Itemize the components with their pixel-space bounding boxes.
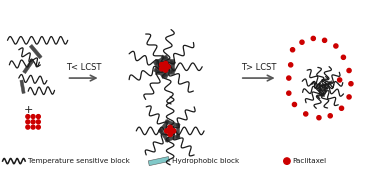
Polygon shape	[316, 84, 323, 95]
Circle shape	[300, 40, 304, 44]
Circle shape	[31, 120, 35, 124]
Circle shape	[162, 65, 167, 69]
Circle shape	[31, 115, 35, 118]
Text: +: +	[24, 105, 34, 115]
Polygon shape	[158, 128, 170, 142]
Circle shape	[26, 125, 30, 129]
Polygon shape	[176, 123, 180, 138]
Circle shape	[36, 120, 40, 124]
Circle shape	[317, 116, 321, 120]
Circle shape	[168, 125, 172, 130]
Polygon shape	[161, 55, 176, 65]
Polygon shape	[321, 81, 333, 88]
Circle shape	[36, 115, 40, 118]
Circle shape	[347, 95, 351, 99]
Polygon shape	[158, 119, 170, 134]
Circle shape	[166, 65, 170, 69]
Text: T> LCST: T> LCST	[241, 63, 276, 72]
Polygon shape	[20, 80, 25, 93]
Circle shape	[164, 129, 169, 133]
Circle shape	[163, 61, 168, 66]
Polygon shape	[322, 87, 327, 97]
Circle shape	[168, 129, 172, 133]
Polygon shape	[165, 120, 180, 128]
Circle shape	[292, 102, 296, 107]
Text: T< LCST: T< LCST	[66, 63, 101, 72]
Polygon shape	[153, 68, 168, 79]
Circle shape	[349, 82, 353, 86]
Circle shape	[289, 63, 293, 67]
Polygon shape	[23, 60, 34, 74]
Circle shape	[171, 129, 176, 133]
Text: Hydrophobic block: Hydrophobic block	[172, 158, 240, 164]
Polygon shape	[155, 59, 159, 74]
Polygon shape	[29, 44, 42, 59]
Circle shape	[347, 68, 351, 73]
Circle shape	[36, 125, 40, 129]
Circle shape	[339, 106, 344, 110]
Circle shape	[168, 132, 172, 136]
Polygon shape	[153, 55, 168, 65]
Text: Paclitaxel: Paclitaxel	[293, 158, 327, 164]
Circle shape	[284, 158, 290, 164]
Polygon shape	[170, 59, 174, 74]
Circle shape	[311, 36, 315, 40]
Circle shape	[26, 115, 30, 118]
Circle shape	[31, 125, 35, 129]
Circle shape	[322, 38, 327, 42]
Circle shape	[328, 114, 332, 118]
Circle shape	[160, 62, 164, 67]
Circle shape	[160, 66, 164, 71]
Text: Temperature sensitive block: Temperature sensitive block	[28, 158, 130, 164]
Circle shape	[287, 76, 291, 80]
Polygon shape	[165, 134, 180, 142]
Circle shape	[26, 120, 30, 124]
Circle shape	[304, 112, 308, 116]
Circle shape	[163, 68, 168, 72]
Polygon shape	[148, 157, 169, 166]
Circle shape	[338, 78, 342, 82]
Polygon shape	[161, 68, 176, 79]
Circle shape	[291, 48, 294, 52]
Circle shape	[341, 55, 345, 59]
Circle shape	[334, 44, 338, 48]
Circle shape	[287, 91, 291, 95]
